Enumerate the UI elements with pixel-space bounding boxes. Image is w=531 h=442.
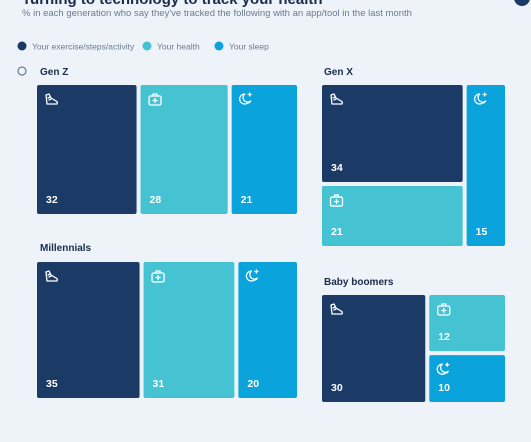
moon-icon xyxy=(239,93,252,105)
value-label: 20 xyxy=(247,378,259,390)
panel-title: Baby boomers xyxy=(324,277,394,288)
value-label: 12 xyxy=(438,331,450,343)
tile xyxy=(322,186,463,246)
moon-icon xyxy=(245,270,259,282)
legend-swatch xyxy=(214,41,224,51)
legend-label: Your health xyxy=(157,42,200,52)
tile xyxy=(37,262,140,398)
star-icon xyxy=(482,92,487,97)
category-icon xyxy=(45,93,58,105)
kit-handle xyxy=(333,194,340,205)
category-icon xyxy=(436,362,450,375)
shoe-icon xyxy=(45,270,58,282)
star-icon xyxy=(247,92,252,97)
category-icon xyxy=(148,93,162,106)
panel-title: Millennials xyxy=(40,243,92,254)
tile xyxy=(466,85,505,246)
value-label: 35 xyxy=(46,378,58,390)
kit-handle xyxy=(441,303,447,314)
value-label: 32 xyxy=(46,194,58,206)
value-label: 34 xyxy=(331,162,343,174)
kit-icon xyxy=(148,95,162,106)
tile xyxy=(140,85,228,214)
category-icon xyxy=(45,270,58,282)
category-icon xyxy=(151,270,165,283)
moon-icon xyxy=(474,93,487,105)
tile xyxy=(37,85,137,214)
star-icon xyxy=(445,362,450,367)
shoe-icon xyxy=(330,303,343,315)
legend-swatch xyxy=(17,41,27,51)
legend-swatch xyxy=(142,41,152,51)
kit-icon xyxy=(329,196,344,207)
legend-label: Your exercise/steps/activity xyxy=(32,42,135,52)
value-label: 10 xyxy=(438,382,450,394)
value-label: 28 xyxy=(150,194,162,206)
kit-handle xyxy=(155,270,161,281)
tile xyxy=(322,295,426,402)
tile xyxy=(231,85,297,214)
value-label: 21 xyxy=(331,226,343,238)
tile xyxy=(143,262,235,398)
legend-label: Your sleep xyxy=(229,42,269,52)
star-icon xyxy=(254,269,259,274)
tile xyxy=(238,262,297,398)
corner-icon xyxy=(514,0,530,6)
category-icon xyxy=(239,92,252,105)
tile xyxy=(429,295,505,352)
category-icon xyxy=(474,92,487,105)
search-icon xyxy=(17,66,27,76)
shoe-icon xyxy=(330,93,343,105)
kit-icon xyxy=(437,305,451,316)
subtitle: % in each generation who say they've tra… xyxy=(22,8,412,19)
tile xyxy=(322,85,463,183)
kit-handle xyxy=(152,93,158,104)
shoe-icon xyxy=(45,93,58,105)
kit-icon xyxy=(151,272,165,283)
panel-title: Gen X xyxy=(324,67,353,78)
category-icon xyxy=(329,194,344,207)
value-label: 21 xyxy=(241,194,253,206)
value-label: 15 xyxy=(476,226,488,238)
title: Turning to technology to track your heal… xyxy=(22,0,323,8)
value-label: 30 xyxy=(331,382,343,394)
category-icon xyxy=(330,93,343,105)
category-icon xyxy=(330,303,343,315)
tile xyxy=(429,355,505,402)
value-label: 31 xyxy=(153,378,165,390)
category-icon xyxy=(245,269,259,282)
moon-icon xyxy=(436,363,449,375)
category-icon xyxy=(437,303,451,316)
panel-title: Gen Z xyxy=(40,67,68,78)
